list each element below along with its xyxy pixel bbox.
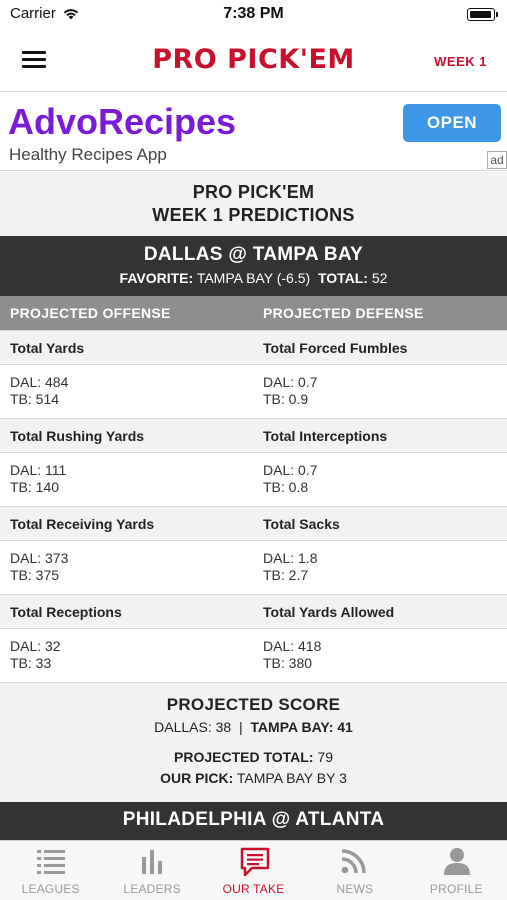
defense-dal-value: DAL: 0.7 [263,462,318,478]
our-pick-line: OUR PICK: TAMPA BAY BY 3 [0,770,507,786]
ad-open-button[interactable]: OPEN [403,104,501,142]
nav-bar: PRO PICK'EM WEEK 1 [0,30,507,92]
projected-score-title: PROJECTED SCORE [166,695,341,714]
projected-score-block: PROJECTED SCORE DALLAS: 38 | TAMPA BAY: … [0,682,507,802]
score-line: DALLAS: 38 | TAMPA BAY: 41 [0,719,507,735]
wifi-icon [63,9,79,20]
projected-total-line: PROJECTED TOTAL: 79 [0,749,507,765]
offense-stat-label: Total Rushing Yards [10,428,145,444]
ad-banner[interactable]: AdvoRecipes Healthy Recipes App OPEN ad [0,93,507,171]
odds-line: FAVORITE: TAMPA BAY (-6.5) TOTAL: 52 [0,270,507,286]
offense-tb-value: TB: 514 [10,391,60,407]
defense-tb-value: TB: 0.8 [263,479,309,495]
offense-stat-label: Total Receptions [10,604,122,620]
tab-bar: LEAGUES LEADERS OUR TAKE NEWS PROFIL [0,840,507,900]
home-score-label: TAMPA BAY: [250,719,334,735]
tab-news[interactable]: NEWS [304,841,405,900]
carrier-label: Carrier [10,5,56,22]
tab-leagues[interactable]: LEAGUES [0,841,101,900]
status-time: 7:38 PM [223,5,284,22]
offense-stat-label: Total Receiving Yards [10,516,155,532]
offense-tb-value: TB: 33 [10,655,52,671]
rss-icon [341,849,366,874]
stat-value-row: DAL: 484 TB: 514 DAL: 0.7 TB: 0.9 [0,364,507,418]
defense-tb-value: TB: 2.7 [263,567,309,583]
battery-icon [467,8,498,21]
total-label: TOTAL: [317,270,368,286]
status-bar: Carrier 7:38 PM [0,0,507,30]
defense-stat-label: Total Yards Allowed [263,604,395,620]
stat-label-row: Total Yards Total Forced Fumbles [0,330,507,364]
tab-leaders-label: LEADERS [123,882,181,896]
ad-badge: ad [487,151,507,169]
stat-label-row: Total Receptions Total Yards Allowed [0,594,507,628]
tab-profile-label: PROFILE [429,882,483,896]
offense-stat-label: Total Yards [10,340,85,356]
offense-dal-value: DAL: 111 [10,462,67,478]
tab-our-take-label: OUR TAKE [222,882,285,896]
total-value: 52 [371,270,388,286]
offense-tb-value: TB: 140 [10,479,60,495]
game-matchup: DALLAS @ TAMPA BAY [143,244,364,265]
predictions-subtitle: WEEK 1 PREDICTIONS [152,205,355,225]
tab-leagues-label: LEAGUES [21,882,80,896]
predictions-header: PRO PICK'EM WEEK 1 PREDICTIONS [0,172,507,236]
offense-tb-value: TB: 375 [10,567,60,583]
our-pick-value: TAMPA BAY BY 3 [236,770,347,786]
home-score-value: 41 [337,719,353,735]
list-icon [37,850,65,874]
defense-stat-label: Total Sacks [263,516,340,532]
tab-leaders[interactable]: LEADERS [101,841,202,900]
defense-tb-value: TB: 0.9 [263,391,309,407]
ad-subtitle: Healthy Recipes App [9,145,167,164]
next-game-header: PHILADELPHIA @ ATLANTA [0,802,507,840]
score-separator: | [238,719,243,735]
stat-label-row: Total Receiving Yards Total Sacks [0,506,507,540]
app-title: PRO PICK'EM [152,44,355,75]
tab-news-label: NEWS [336,882,374,896]
projected-total-value: 79 [317,749,333,765]
offense-column-header: PROJECTED OFFENSE [10,305,171,321]
stat-value-row: DAL: 373 TB: 375 DAL: 1.8 TB: 2.7 [0,540,507,594]
tab-profile[interactable]: PROFILE [406,841,507,900]
predictions-title: PRO PICK'EM [192,182,315,202]
offense-dal-value: DAL: 484 [10,374,69,390]
tab-our-take[interactable]: OUR TAKE [203,841,304,900]
favorite-value: TAMPA BAY (-6.5) [196,270,311,286]
away-score: DALLAS: 38 [154,719,232,735]
carrier: Carrier [10,5,80,22]
game-header: DALLAS @ TAMPA BAY FAVORITE: TAMPA BAY (… [0,236,507,296]
stat-value-row: DAL: 111 TB: 140 DAL: 0.7 TB: 0.8 [0,452,507,506]
ad-title: AdvoRecipes [8,101,237,142]
projected-total-label: PROJECTED TOTAL: [174,749,314,765]
week-selector[interactable]: WEEK 1 [434,54,487,69]
hamburger-menu-icon[interactable] [22,50,48,70]
chat-bubble-icon [240,847,270,877]
defense-dal-value: DAL: 418 [263,638,322,654]
defense-dal-value: DAL: 0.7 [263,374,318,390]
defense-dal-value: DAL: 1.8 [263,550,318,566]
favorite-label: FAVORITE: [119,270,194,286]
stat-value-row: DAL: 32 TB: 33 DAL: 418 TB: 380 [0,628,507,682]
defense-tb-value: TB: 380 [263,655,313,671]
person-icon [443,848,470,875]
our-pick-label: OUR PICK: [160,770,234,786]
offense-dal-value: DAL: 32 [10,638,61,654]
stat-label-row: Total Rushing Yards Total Interceptions [0,418,507,452]
column-headers: PROJECTED OFFENSE PROJECTED DEFENSE [0,296,507,330]
defense-stat-label: Total Interceptions [263,428,388,444]
bar-chart-icon [142,850,163,874]
defense-stat-label: Total Forced Fumbles [263,340,408,356]
offense-dal-value: DAL: 373 [10,550,69,566]
defense-column-header: PROJECTED DEFENSE [263,305,424,321]
